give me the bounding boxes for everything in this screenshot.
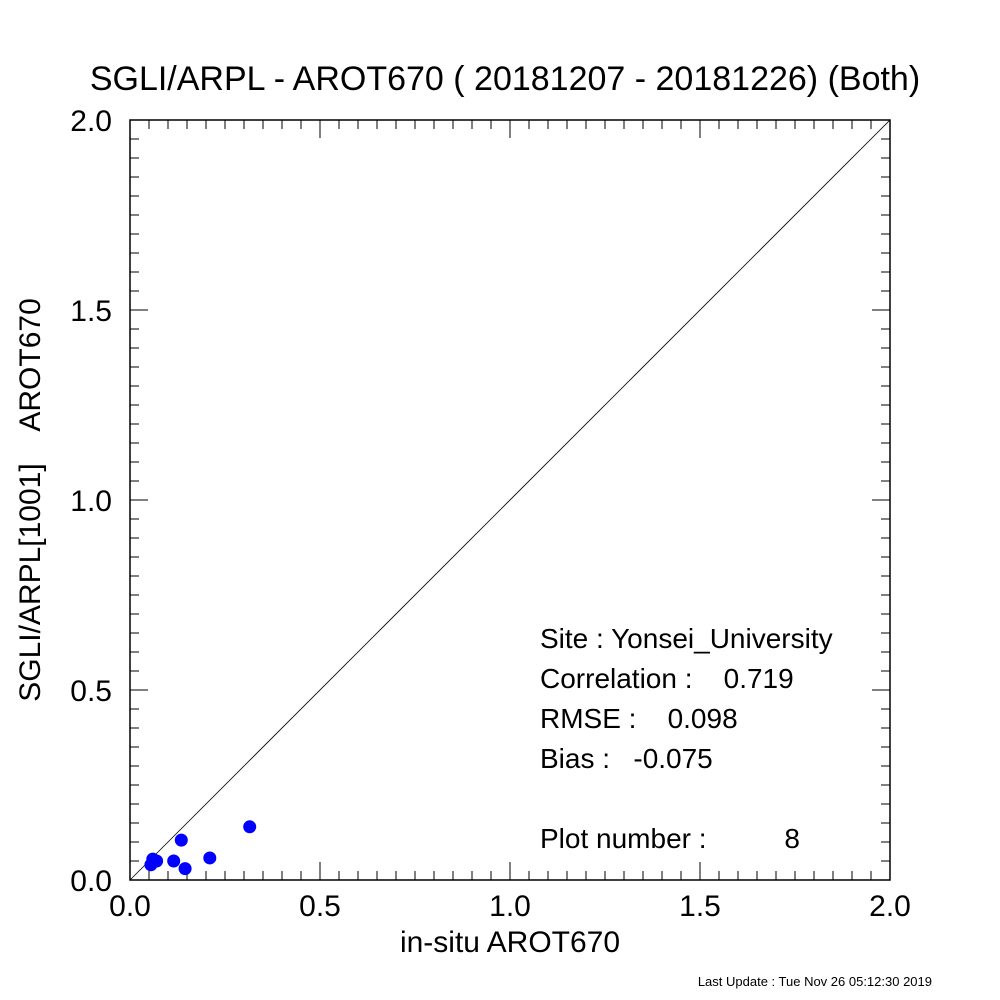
data-points [144, 820, 257, 876]
stat-bias: Bias : -0.075 [540, 743, 713, 774]
y-tick-label: 1.5 [70, 295, 112, 328]
x-axis-label: in-situ AROT670 [400, 926, 620, 959]
x-tick-labels: 0.0 0.5 1.0 1.5 2.0 [109, 890, 911, 923]
stat-site: Site : Yonsei_University [540, 623, 833, 654]
stat-correlation: Correlation : 0.719 [540, 663, 794, 694]
data-point [150, 854, 164, 868]
chart-title: SGLI/ARPL - AROT670 ( 20181207 - 2018122… [90, 60, 920, 98]
y-tick-labels: 0.0 0.5 1.0 1.5 2.0 [70, 105, 112, 898]
stat-rmse: RMSE : 0.098 [540, 703, 738, 734]
data-point [167, 854, 181, 868]
data-point [178, 862, 192, 876]
data-point [203, 851, 217, 865]
y-tick-label: 0.5 [70, 675, 112, 708]
data-point [243, 820, 257, 834]
stat-plot-number: Plot number : 8 [540, 823, 800, 854]
x-tick-label: 1.0 [489, 890, 531, 923]
last-update-footer: Last Update : Tue Nov 26 05:12:30 2019 [698, 974, 932, 989]
one-to-one-line [129, 119, 891, 881]
y-tick-label: 2.0 [70, 105, 112, 138]
y-tick-label: 0.0 [70, 865, 112, 898]
data-point [174, 833, 188, 847]
x-tick-label: 1.5 [679, 890, 721, 923]
x-tick-label: 2.0 [869, 890, 911, 923]
y-tick-label: 1.0 [70, 485, 112, 518]
y-axis-label: SGLI/ARPL[1001] AROT670 [14, 298, 47, 702]
x-tick-label: 0.5 [299, 890, 341, 923]
minor-ticks [129, 119, 891, 881]
x-tick-label: 0.0 [109, 890, 151, 923]
